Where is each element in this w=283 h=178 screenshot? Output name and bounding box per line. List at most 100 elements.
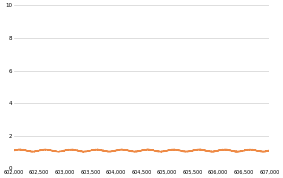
Point: [232, 146, 236, 149]
Point: [239, 150, 243, 153]
Point: [59, 151, 64, 153]
Point: [12, 153, 16, 155]
Point: [38, 148, 43, 151]
Point: [78, 147, 82, 150]
Point: [70, 153, 75, 156]
Point: [95, 148, 100, 151]
Point: [222, 149, 226, 152]
Point: [198, 134, 203, 137]
Point: [75, 145, 80, 148]
Point: [112, 148, 116, 151]
Point: [95, 143, 99, 146]
Point: [265, 147, 269, 150]
Point: [189, 148, 194, 151]
Point: [116, 148, 120, 151]
Point: [43, 141, 47, 144]
Point: [220, 146, 225, 149]
Point: [74, 150, 78, 152]
Point: [180, 150, 185, 153]
Point: [204, 147, 209, 150]
Point: [245, 150, 250, 153]
Point: [100, 149, 104, 152]
Point: [267, 147, 271, 150]
Point: [85, 150, 89, 152]
Point: [13, 153, 18, 156]
Point: [259, 151, 264, 154]
Point: [154, 150, 158, 153]
Point: [151, 150, 155, 153]
Point: [250, 151, 254, 154]
Point: [12, 148, 17, 151]
Point: [265, 148, 270, 151]
Point: [155, 145, 159, 148]
Point: [251, 150, 256, 153]
Point: [155, 146, 159, 149]
Point: [89, 147, 94, 150]
Point: [119, 117, 123, 120]
Point: [107, 155, 111, 157]
Point: [215, 153, 219, 156]
Point: [92, 150, 97, 153]
Point: [225, 148, 230, 151]
Point: [121, 151, 126, 154]
Point: [85, 150, 90, 153]
Point: [99, 146, 103, 149]
Point: [75, 150, 80, 153]
Point: [118, 148, 123, 151]
Point: [87, 148, 91, 151]
Point: [128, 152, 132, 155]
Point: [151, 153, 155, 156]
Point: [170, 148, 175, 151]
Point: [228, 150, 232, 153]
Point: [85, 148, 90, 151]
Point: [65, 146, 69, 149]
Point: [256, 151, 261, 154]
Point: [173, 149, 177, 152]
Point: [216, 149, 220, 151]
Point: [234, 125, 239, 127]
Point: [45, 148, 50, 151]
Point: [59, 150, 63, 153]
Point: [193, 149, 198, 152]
Point: [258, 148, 262, 151]
Point: [159, 150, 164, 153]
Point: [65, 150, 70, 152]
Point: [173, 146, 177, 148]
Point: [64, 152, 68, 155]
Point: [255, 128, 259, 131]
Point: [196, 146, 200, 149]
Point: [166, 150, 170, 152]
Point: [206, 148, 211, 151]
Point: [47, 149, 52, 152]
Point: [239, 149, 243, 152]
Point: [15, 148, 20, 151]
Point: [188, 147, 193, 150]
Point: [117, 144, 121, 147]
Point: [53, 156, 57, 159]
Point: [91, 152, 96, 155]
Point: [248, 153, 253, 156]
Point: [196, 153, 201, 155]
Point: [263, 156, 268, 158]
Point: [243, 152, 248, 155]
Point: [188, 147, 193, 150]
Point: [243, 150, 247, 152]
Point: [99, 154, 104, 157]
Point: [150, 149, 154, 152]
Point: [124, 141, 128, 144]
Point: [223, 146, 227, 149]
Point: [141, 141, 146, 144]
Point: [51, 146, 56, 149]
Point: [214, 155, 218, 158]
Point: [185, 150, 190, 153]
Point: [227, 144, 231, 147]
Point: [56, 154, 61, 157]
Point: [224, 146, 229, 149]
Point: [239, 153, 244, 156]
Point: [188, 144, 193, 146]
Point: [173, 153, 177, 156]
Point: [62, 143, 67, 146]
Point: [40, 146, 44, 148]
Point: [56, 151, 61, 154]
Point: [266, 151, 271, 154]
